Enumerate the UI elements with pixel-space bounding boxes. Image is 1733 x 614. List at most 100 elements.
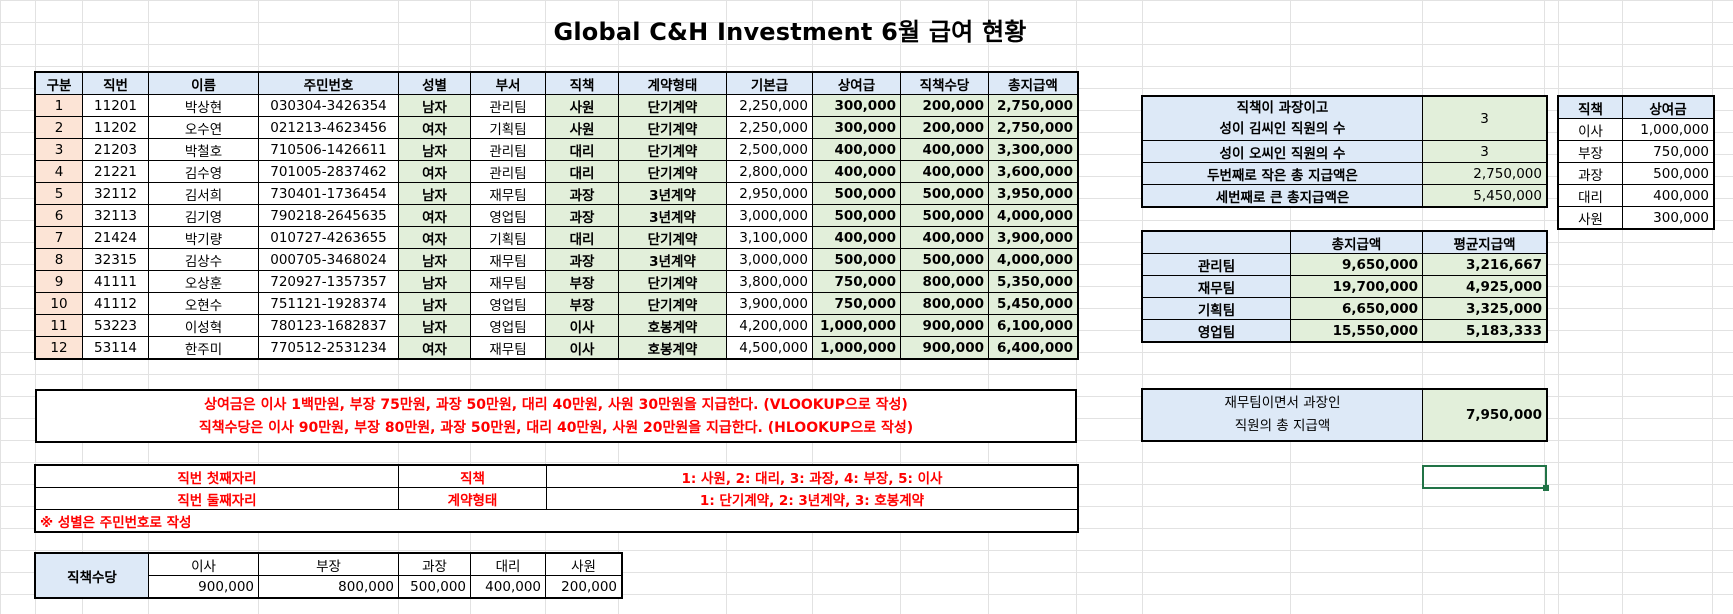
stats-value[interactable]: 5,450,000 (1422, 184, 1547, 207)
table-cell[interactable]: 200,000 (900, 94, 989, 117)
table-cell[interactable]: 부장 (545, 292, 619, 315)
table-cell[interactable]: 기획팀 (470, 226, 546, 249)
allowance-value-cell[interactable]: 400,000 (470, 575, 546, 598)
table-cell[interactable]: 여자 (398, 116, 471, 139)
allowance-value-cell[interactable]: 200,000 (545, 575, 622, 598)
bonus-cell[interactable]: 300,000 (1622, 206, 1714, 229)
payroll-header-cell[interactable]: 성별 (398, 72, 471, 95)
payroll-header-cell[interactable]: 구분 (35, 72, 83, 95)
table-cell[interactable]: 3년계약 (618, 182, 727, 205)
allowance-header-cell[interactable]: 이사 (148, 553, 259, 576)
table-cell[interactable]: 751121-1928374 (258, 292, 399, 315)
stats-value[interactable]: 3 (1422, 96, 1547, 141)
table-cell[interactable]: 500,000 (900, 248, 989, 271)
table-cell[interactable]: 200,000 (900, 116, 989, 139)
payroll-header-cell[interactable]: 총지급액 (988, 72, 1078, 95)
table-cell[interactable]: 남자 (398, 314, 471, 337)
table-cell[interactable]: 3,300,000 (988, 138, 1078, 161)
gender-note[interactable]: ※ 성별은 주민번호로 작성 (35, 509, 1078, 532)
department-header-cell[interactable]: 평균지급액 (1422, 231, 1547, 254)
table-cell[interactable]: 2,500,000 (726, 138, 813, 161)
table-cell[interactable]: 500,000 (900, 204, 989, 227)
table-cell[interactable]: 남자 (398, 270, 471, 293)
table-cell[interactable]: 500,000 (900, 182, 989, 205)
table-cell[interactable]: 400,000 (812, 138, 901, 161)
payroll-header-cell[interactable]: 기본급 (726, 72, 813, 95)
table-cell[interactable]: 남자 (398, 248, 471, 271)
table-cell[interactable]: 단기계약 (618, 138, 727, 161)
table-cell[interactable]: 2 (35, 116, 83, 139)
table-cell[interactable]: 2,250,000 (726, 116, 813, 139)
department-cell[interactable]: 6,650,000 (1290, 297, 1423, 320)
table-cell[interactable]: 3,000,000 (726, 248, 813, 271)
table-cell[interactable]: 4,000,000 (988, 248, 1078, 271)
department-cell[interactable]: 4,925,000 (1422, 275, 1547, 298)
table-cell[interactable]: 750,000 (812, 292, 901, 315)
department-cell[interactable]: 기획팀 (1142, 297, 1291, 320)
table-cell[interactable]: 21203 (82, 138, 149, 161)
table-cell[interactable]: 11202 (82, 116, 149, 139)
table-cell[interactable]: 720927-1357357 (258, 270, 399, 293)
bonus-cell[interactable]: 과장 (1558, 162, 1623, 185)
table-cell[interactable]: 710506-1426611 (258, 138, 399, 161)
table-cell[interactable]: 김기영 (148, 204, 259, 227)
bonus-cell[interactable]: 750,000 (1622, 140, 1714, 163)
table-cell[interactable]: 780123-1682837 (258, 314, 399, 337)
table-cell[interactable]: 730401-1736454 (258, 182, 399, 205)
table-cell[interactable]: 기획팀 (470, 116, 546, 139)
stats-label[interactable]: 직책이 과장이고 성이 김씨인 직원의 수 (1142, 96, 1423, 141)
table-cell[interactable]: 3년계약 (618, 204, 727, 227)
table-cell[interactable]: 3,900,000 (726, 292, 813, 315)
table-cell[interactable]: 관리팀 (470, 160, 546, 183)
table-cell[interactable]: 여자 (398, 204, 471, 227)
stats-value[interactable]: 3 (1422, 140, 1547, 163)
department-cell[interactable]: 3,325,000 (1422, 297, 1547, 320)
table-cell[interactable]: 여자 (398, 226, 471, 249)
table-cell[interactable]: 11201 (82, 94, 149, 117)
table-cell[interactable]: 6 (35, 204, 83, 227)
table-cell[interactable]: 41112 (82, 292, 149, 315)
allowance-value-cell[interactable]: 500,000 (398, 575, 471, 598)
table-cell[interactable]: 790218-2645635 (258, 204, 399, 227)
bonus-cell[interactable]: 500,000 (1622, 162, 1714, 185)
table-cell[interactable]: 재무팀 (470, 336, 546, 359)
table-cell[interactable]: 재무팀 (470, 248, 546, 271)
payroll-header-cell[interactable]: 직책 (545, 72, 619, 95)
table-cell[interactable]: 단기계약 (618, 94, 727, 117)
department-cell[interactable]: 3,216,667 (1422, 253, 1547, 276)
allowance-header-cell[interactable]: 부장 (258, 553, 399, 576)
table-cell[interactable]: 사원 (545, 94, 619, 117)
table-cell[interactable]: 박상현 (148, 94, 259, 117)
table-cell[interactable]: 11 (35, 314, 83, 337)
table-cell[interactable]: 3년계약 (618, 248, 727, 271)
payroll-header-cell[interactable]: 직책수당 (900, 72, 989, 95)
table-cell[interactable]: 701005-2837462 (258, 160, 399, 183)
payroll-header-cell[interactable]: 상여급 (812, 72, 901, 95)
table-cell[interactable]: 단기계약 (618, 270, 727, 293)
payroll-header-cell[interactable]: 계약형태 (618, 72, 727, 95)
table-cell[interactable]: 300,000 (812, 94, 901, 117)
table-cell[interactable]: 800,000 (900, 270, 989, 293)
department-cell[interactable]: 재무팀 (1142, 275, 1291, 298)
table-cell[interactable]: 박철호 (148, 138, 259, 161)
table-cell[interactable]: 9 (35, 270, 83, 293)
table-cell[interactable]: 6,400,000 (988, 336, 1078, 359)
table-cell[interactable]: 300,000 (812, 116, 901, 139)
code-label[interactable]: 직번 둘째자리 (35, 487, 399, 510)
fill-handle[interactable] (1543, 485, 1549, 491)
allowance-header-cell[interactable]: 사원 (545, 553, 622, 576)
table-cell[interactable]: 3,950,000 (988, 182, 1078, 205)
table-cell[interactable]: 32112 (82, 182, 149, 205)
table-cell[interactable]: 김수영 (148, 160, 259, 183)
table-cell[interactable]: 6,100,000 (988, 314, 1078, 337)
table-cell[interactable]: 여자 (398, 160, 471, 183)
table-cell[interactable]: 1,000,000 (812, 314, 901, 337)
table-cell[interactable]: 한주미 (148, 336, 259, 359)
table-cell[interactable]: 53114 (82, 336, 149, 359)
table-cell[interactable]: 800,000 (900, 292, 989, 315)
sheet-title[interactable]: Global C&H Investment 6월 급여 현황 (553, 18, 1027, 46)
allowance-value-cell[interactable]: 900,000 (148, 575, 259, 598)
code-field[interactable]: 직책 (398, 465, 547, 488)
table-cell[interactable]: 32315 (82, 248, 149, 271)
code-desc[interactable]: 1: 사원, 2: 대리, 3: 과장, 4: 부장, 5: 이사 (546, 465, 1078, 488)
